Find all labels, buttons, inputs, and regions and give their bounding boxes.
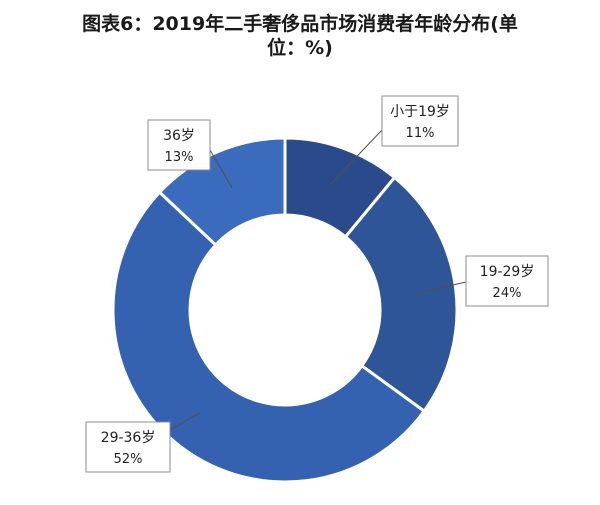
donut-slice: [111, 190, 427, 484]
slice-label: 36岁: [163, 128, 195, 144]
donut-slice: [343, 175, 459, 414]
chart-title-line-1: 图表6：2019年二手奢侈品市场消费者年龄分布(单: [82, 13, 518, 35]
callout-box: [147, 119, 211, 171]
slice-value-label: 52%: [114, 452, 143, 467]
leader-line: [329, 129, 383, 185]
callout-box: [85, 421, 171, 473]
callout-box: [381, 95, 459, 147]
leader-line: [209, 149, 233, 188]
slice-value-label: 24%: [493, 286, 522, 301]
chart-title-line-2: 位：%): [267, 37, 333, 59]
slice-label: 29-36岁: [101, 430, 156, 446]
slice-label: 小于19岁: [390, 104, 450, 120]
slice-value-label: 11%: [406, 126, 435, 141]
callout-box: [465, 255, 549, 307]
leader-line: [417, 281, 467, 294]
leader-line: [169, 412, 201, 431]
chart-title: 图表6：2019年二手奢侈品市场消费者年龄分布(单 位：%): [0, 12, 600, 60]
slice-value-label: 13%: [165, 150, 194, 165]
slice-label: 19-29岁: [480, 264, 535, 280]
